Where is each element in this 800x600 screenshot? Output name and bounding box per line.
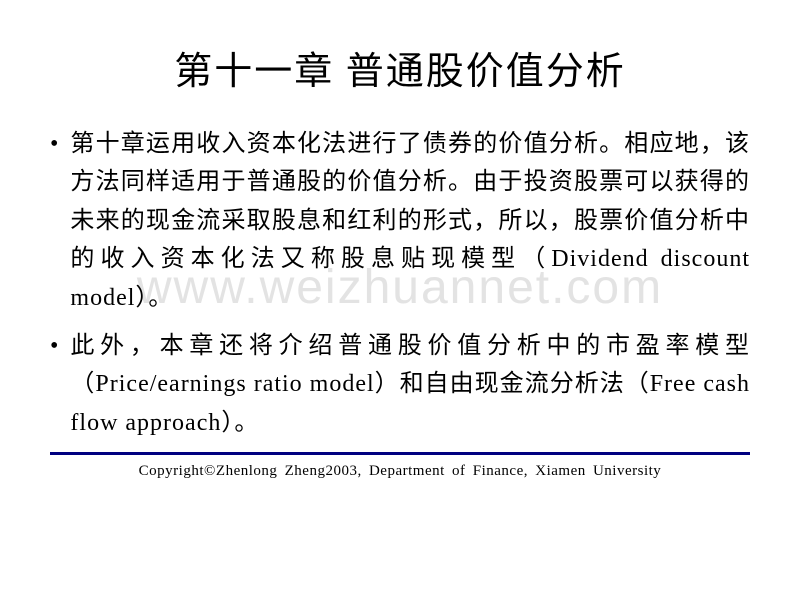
content-wrapper: 第十一章 普通股价值分析 • 第十章运用收入资本化法进行了债券的价值分析。相应地…	[50, 40, 750, 452]
bullet-item: • 此外，本章还将介绍普通股价值分析中的市盈率模型（Price/earnings…	[50, 327, 750, 442]
slide-container: www.weizhuannet.com 第十一章 普通股价值分析 • 第十章运用…	[0, 0, 800, 600]
footer-section: Copyright©Zhenlong Zheng2003, Department…	[50, 452, 750, 495]
bullet-text: 第十章运用收入资本化法进行了债券的价值分析。相应地，该方法同样适用于普通股的价值…	[70, 125, 750, 317]
bullet-marker-icon: •	[50, 327, 58, 442]
bullet-item: • 第十章运用收入资本化法进行了债券的价值分析。相应地，该方法同样适用于普通股的…	[50, 125, 750, 317]
bullet-text: 此外，本章还将介绍普通股价值分析中的市盈率模型（Price/earnings r…	[70, 327, 750, 442]
footer-divider	[50, 452, 750, 455]
slide-title: 第十一章 普通股价值分析	[50, 40, 750, 95]
bullet-marker-icon: •	[50, 125, 58, 317]
footer-copyright: Copyright©Zhenlong Zheng2003, Department…	[50, 463, 750, 495]
slide-content: • 第十章运用收入资本化法进行了债券的价值分析。相应地，该方法同样适用于普通股的…	[50, 125, 750, 442]
